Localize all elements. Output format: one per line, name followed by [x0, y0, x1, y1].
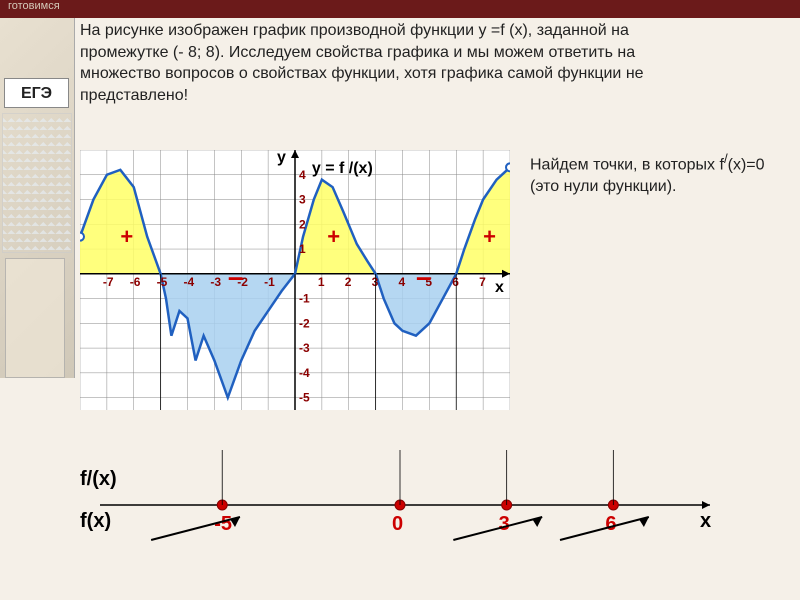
- svg-text:6: 6: [452, 275, 459, 289]
- svg-text:-6: -6: [130, 275, 141, 289]
- svg-text:2: 2: [299, 217, 306, 231]
- svg-text:f(x): f(x): [80, 510, 111, 532]
- svg-text:4: 4: [399, 275, 406, 289]
- number-line-svg: f/(x)f(x)x-5036: [80, 450, 720, 550]
- svg-text:1: 1: [299, 242, 306, 256]
- svg-text:-7: -7: [103, 275, 114, 289]
- svg-text:y: y: [277, 150, 286, 166]
- ege-logo: ЕГЭ: [4, 78, 69, 108]
- side-note: Найдем точки, в которых f/(x)=0 (это нул…: [530, 150, 770, 198]
- svg-text:-5: -5: [157, 275, 168, 289]
- svg-text:-5: -5: [299, 391, 310, 405]
- sign-number-line: f/(x)f(x)x-5036: [80, 450, 720, 550]
- sidebar: ЕГЭ: [0, 18, 75, 378]
- svg-text:-3: -3: [299, 341, 310, 355]
- svg-text:3: 3: [499, 513, 510, 535]
- svg-text:-3: -3: [210, 275, 221, 289]
- svg-text:3: 3: [299, 193, 306, 207]
- svg-text:-2: -2: [299, 316, 310, 330]
- svg-text:4: 4: [299, 168, 306, 182]
- sidebar-ruler-decor: [5, 258, 65, 378]
- svg-text:x: x: [700, 510, 711, 532]
- svg-text:7: 7: [479, 275, 486, 289]
- svg-text:+: +: [120, 224, 133, 249]
- chart-svg: -7-6-5-4-3-2-11234567-5-4-3-2-11234yxy =…: [80, 150, 510, 410]
- svg-text:–: –: [416, 261, 432, 292]
- svg-text:-1: -1: [299, 292, 310, 306]
- svg-text:x: x: [495, 279, 504, 296]
- svg-text:-4: -4: [184, 275, 195, 289]
- svg-text:3: 3: [372, 275, 379, 289]
- svg-text:2: 2: [345, 275, 352, 289]
- svg-text:+: +: [483, 224, 496, 249]
- header-strip: готовимся: [0, 0, 800, 18]
- svg-text:–: –: [228, 261, 244, 292]
- svg-text:+: +: [327, 224, 340, 249]
- svg-text:-4: -4: [299, 366, 310, 380]
- svg-text:-1: -1: [264, 275, 275, 289]
- derivative-chart: -7-6-5-4-3-2-11234567-5-4-3-2-11234yxy =…: [80, 150, 510, 410]
- svg-text:1: 1: [318, 275, 325, 289]
- header-text: готовимся: [8, 0, 60, 12]
- problem-statement: На рисунке изображен график производной …: [80, 20, 720, 106]
- svg-text:f/(x): f/(x): [80, 468, 117, 490]
- svg-text:6: 6: [605, 513, 616, 535]
- svg-text:0: 0: [392, 513, 403, 535]
- sidebar-graph-decor: [2, 113, 72, 253]
- svg-text:y = f /(x): y = f /(x): [312, 160, 373, 177]
